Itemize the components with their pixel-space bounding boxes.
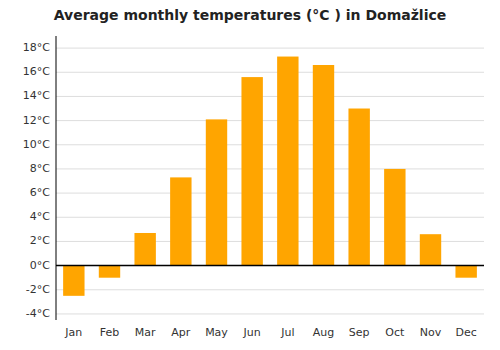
x-axis-ticks: Jan Feb Mar Apr May Jun Jul Aug Sep Oct Nov Dec: [64, 326, 476, 339]
x-tick-label: Jun: [243, 326, 261, 339]
y-tick-label: 6°C: [30, 186, 50, 199]
bar: [170, 177, 191, 265]
x-tick-label: Mar: [135, 326, 156, 339]
y-tick-label: 2°C: [30, 234, 50, 247]
grid-line: [56, 217, 484, 218]
y-tick-label: 4°C: [30, 210, 50, 223]
y-tick-label: 0°C: [30, 259, 50, 272]
baseline: [56, 265, 484, 267]
y-tick-label: 10°C: [23, 138, 50, 151]
x-tick-label: Aug: [313, 326, 334, 339]
bar: [277, 57, 298, 266]
bar: [455, 266, 476, 278]
grid-line: [56, 120, 484, 121]
x-tick-label: Oct: [385, 326, 405, 339]
grid-line: [56, 48, 484, 49]
grid-line: [56, 193, 484, 194]
grid-line: [56, 289, 484, 290]
grid-line: [56, 96, 484, 97]
bar: [241, 77, 262, 266]
y-tick-label: -4°C: [26, 307, 50, 320]
bar: [63, 266, 84, 296]
bar: [99, 266, 120, 278]
x-tick-label: Jul: [280, 326, 294, 339]
y-tick-label: 16°C: [23, 65, 50, 78]
grid-line: [56, 313, 484, 314]
grid-line: [56, 72, 484, 73]
y-axis-line: [56, 36, 57, 320]
chart-container: -4°C -2°C 0°C 2°C 4°C 6°C 8°C 10°C 12°C 14°C 16°C 1…: [0, 0, 500, 350]
bar: [384, 169, 405, 266]
grid-line: [56, 168, 484, 169]
bar: [348, 109, 369, 266]
title: Average monthly temperatures (°C ) in Do…: [54, 7, 447, 23]
y-tick-label: 14°C: [23, 89, 50, 102]
x-tick-label: May: [205, 326, 228, 339]
x-tick-label: Feb: [100, 326, 119, 339]
y-tick-label: 12°C: [23, 114, 50, 127]
bar: [134, 233, 155, 266]
y-tick-label: 18°C: [23, 41, 50, 54]
bars: [63, 57, 477, 296]
y-tick-label: -2°C: [26, 283, 50, 296]
chart: -4°C -2°C 0°C 2°C 4°C 6°C 8°C 10°C 12°C 14°C 16°C 1…: [0, 0, 500, 350]
grid-line: [56, 265, 484, 266]
bar: [206, 119, 227, 265]
bar: [313, 65, 334, 266]
bar: [420, 234, 441, 265]
x-tick-label: Nov: [420, 326, 442, 339]
grid: [56, 48, 484, 314]
x-tick-label: Apr: [171, 326, 191, 339]
grid-line: [56, 144, 484, 145]
y-axis-ticks: -4°C -2°C 0°C 2°C 4°C 6°C 8°C 10°C 12°C 14°C 16°C 1…: [23, 41, 50, 320]
x-tick-label: Dec: [456, 326, 477, 339]
x-tick-label: Sep: [349, 326, 370, 339]
y-tick-label: 8°C: [30, 162, 50, 175]
x-tick-label: Jan: [64, 326, 82, 339]
